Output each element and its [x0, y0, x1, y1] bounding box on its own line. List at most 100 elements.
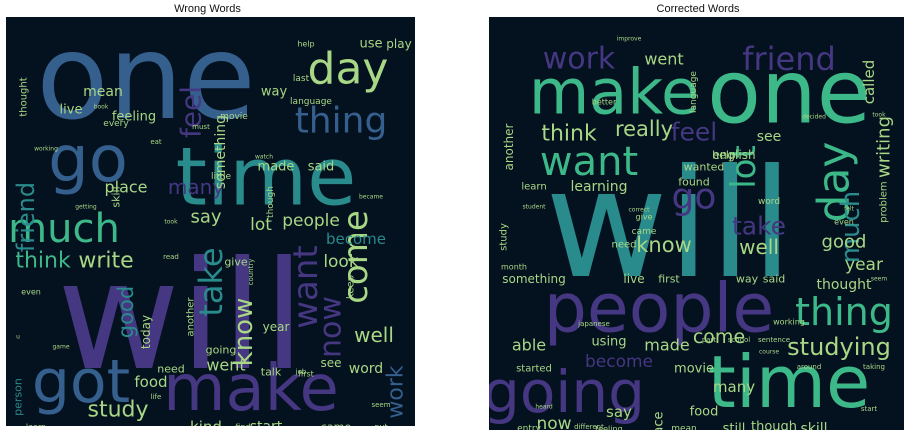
word-first: first [658, 273, 680, 286]
word-lot: lot [250, 215, 272, 235]
word-came: came [632, 227, 657, 237]
word-learn: learn [26, 423, 46, 427]
word-book: book [94, 104, 109, 111]
word-person: person [12, 378, 25, 416]
word-using: using [591, 335, 626, 350]
word-become: become [326, 230, 386, 248]
word-seem: seem [871, 276, 888, 283]
word-word: word [758, 197, 780, 207]
word-called: called [860, 60, 878, 105]
word-another: another [186, 297, 197, 337]
word-though: though [751, 420, 797, 431]
word-people: people [282, 211, 340, 231]
word-correct: correct [628, 207, 650, 214]
word-want: want [540, 139, 638, 185]
word-became: became [359, 194, 383, 201]
word-english: english [712, 148, 755, 162]
word-give: give [224, 256, 248, 269]
word-help: help [712, 149, 736, 162]
word-write: write [78, 249, 133, 274]
word-even: even [21, 288, 41, 297]
word-language: language [689, 71, 699, 113]
word-taking: taking [863, 363, 885, 371]
word-many: many [713, 378, 755, 396]
word-want: want [286, 245, 326, 329]
word-keep: keep [346, 275, 357, 299]
word-say: say [606, 403, 632, 421]
word-friend: friend [12, 182, 40, 252]
word-went: went [644, 50, 683, 69]
word-start: start [250, 419, 283, 426]
word-need: need [612, 240, 637, 251]
word-studying: studying [787, 333, 891, 361]
word-another: another [502, 123, 516, 170]
word-said: said [763, 273, 786, 286]
word-place: place [652, 412, 667, 430]
word-good: good [114, 286, 138, 338]
word-u: u [16, 334, 20, 341]
word-will: will [545, 138, 793, 312]
word-come: come [693, 326, 745, 348]
word-mean: mean [671, 424, 697, 430]
word-now: now [536, 414, 571, 430]
word-kind: kind [190, 418, 222, 426]
word-go: go [48, 123, 128, 197]
word-come: come [336, 210, 376, 304]
word-now: now [314, 296, 349, 358]
word-lot: lot [724, 145, 764, 189]
word-improve: improve [617, 36, 642, 43]
word-found: found [678, 176, 710, 189]
word-every: every [103, 119, 129, 129]
word-skill: skill [800, 421, 827, 430]
word-still: still [723, 422, 746, 431]
word-make: make [163, 352, 339, 426]
word-went: went [206, 356, 245, 375]
word-today: today [139, 315, 153, 349]
word-working: working [34, 146, 58, 153]
word-work: work [384, 365, 409, 418]
word-make: make [529, 56, 699, 129]
word-better: better [592, 98, 617, 107]
word-last: last [293, 74, 310, 84]
word-think: think [541, 122, 597, 147]
word-work: work [543, 42, 616, 77]
word-talk: talk [261, 366, 282, 379]
word-know: know [229, 298, 259, 367]
word-good: good [822, 232, 867, 253]
word-country: country [247, 259, 255, 286]
word-thing: thing [295, 101, 388, 142]
word-thing: thing [795, 290, 893, 334]
word-people: people [544, 270, 775, 349]
word-mean: mean [83, 84, 123, 100]
word-well: well [739, 235, 779, 259]
word-year: year [263, 320, 290, 334]
word-thought: thought [816, 277, 872, 293]
word-become: become [585, 352, 653, 372]
word-way: way [736, 273, 759, 286]
word-life: life [151, 393, 162, 401]
word-writing: writing [874, 116, 895, 178]
word-going: going [489, 358, 645, 426]
word-watch: watch [255, 154, 273, 161]
word-study: study [87, 398, 148, 423]
word-school: school [728, 336, 750, 344]
word-skill: skill [110, 186, 123, 207]
word-even: even [834, 218, 854, 227]
word-entry: entry [517, 424, 541, 430]
word-must: must [192, 123, 210, 131]
word-well: well [354, 323, 394, 347]
word-eat: eat [150, 138, 162, 146]
word-much: much [836, 191, 866, 264]
wordcloud-wrong-words: will one time make go got much day thing come want… [6, 17, 415, 426]
word-take: take [192, 247, 230, 316]
word-give: give [636, 213, 653, 222]
word-learning: learning [570, 179, 627, 195]
word-read: read [163, 253, 179, 261]
word-course: course [759, 349, 779, 356]
word-able: able [512, 336, 546, 355]
word-wanted: wanted [684, 161, 725, 174]
word-think: think [15, 249, 71, 274]
word-made: made [644, 336, 689, 355]
word-food: food [690, 405, 719, 420]
